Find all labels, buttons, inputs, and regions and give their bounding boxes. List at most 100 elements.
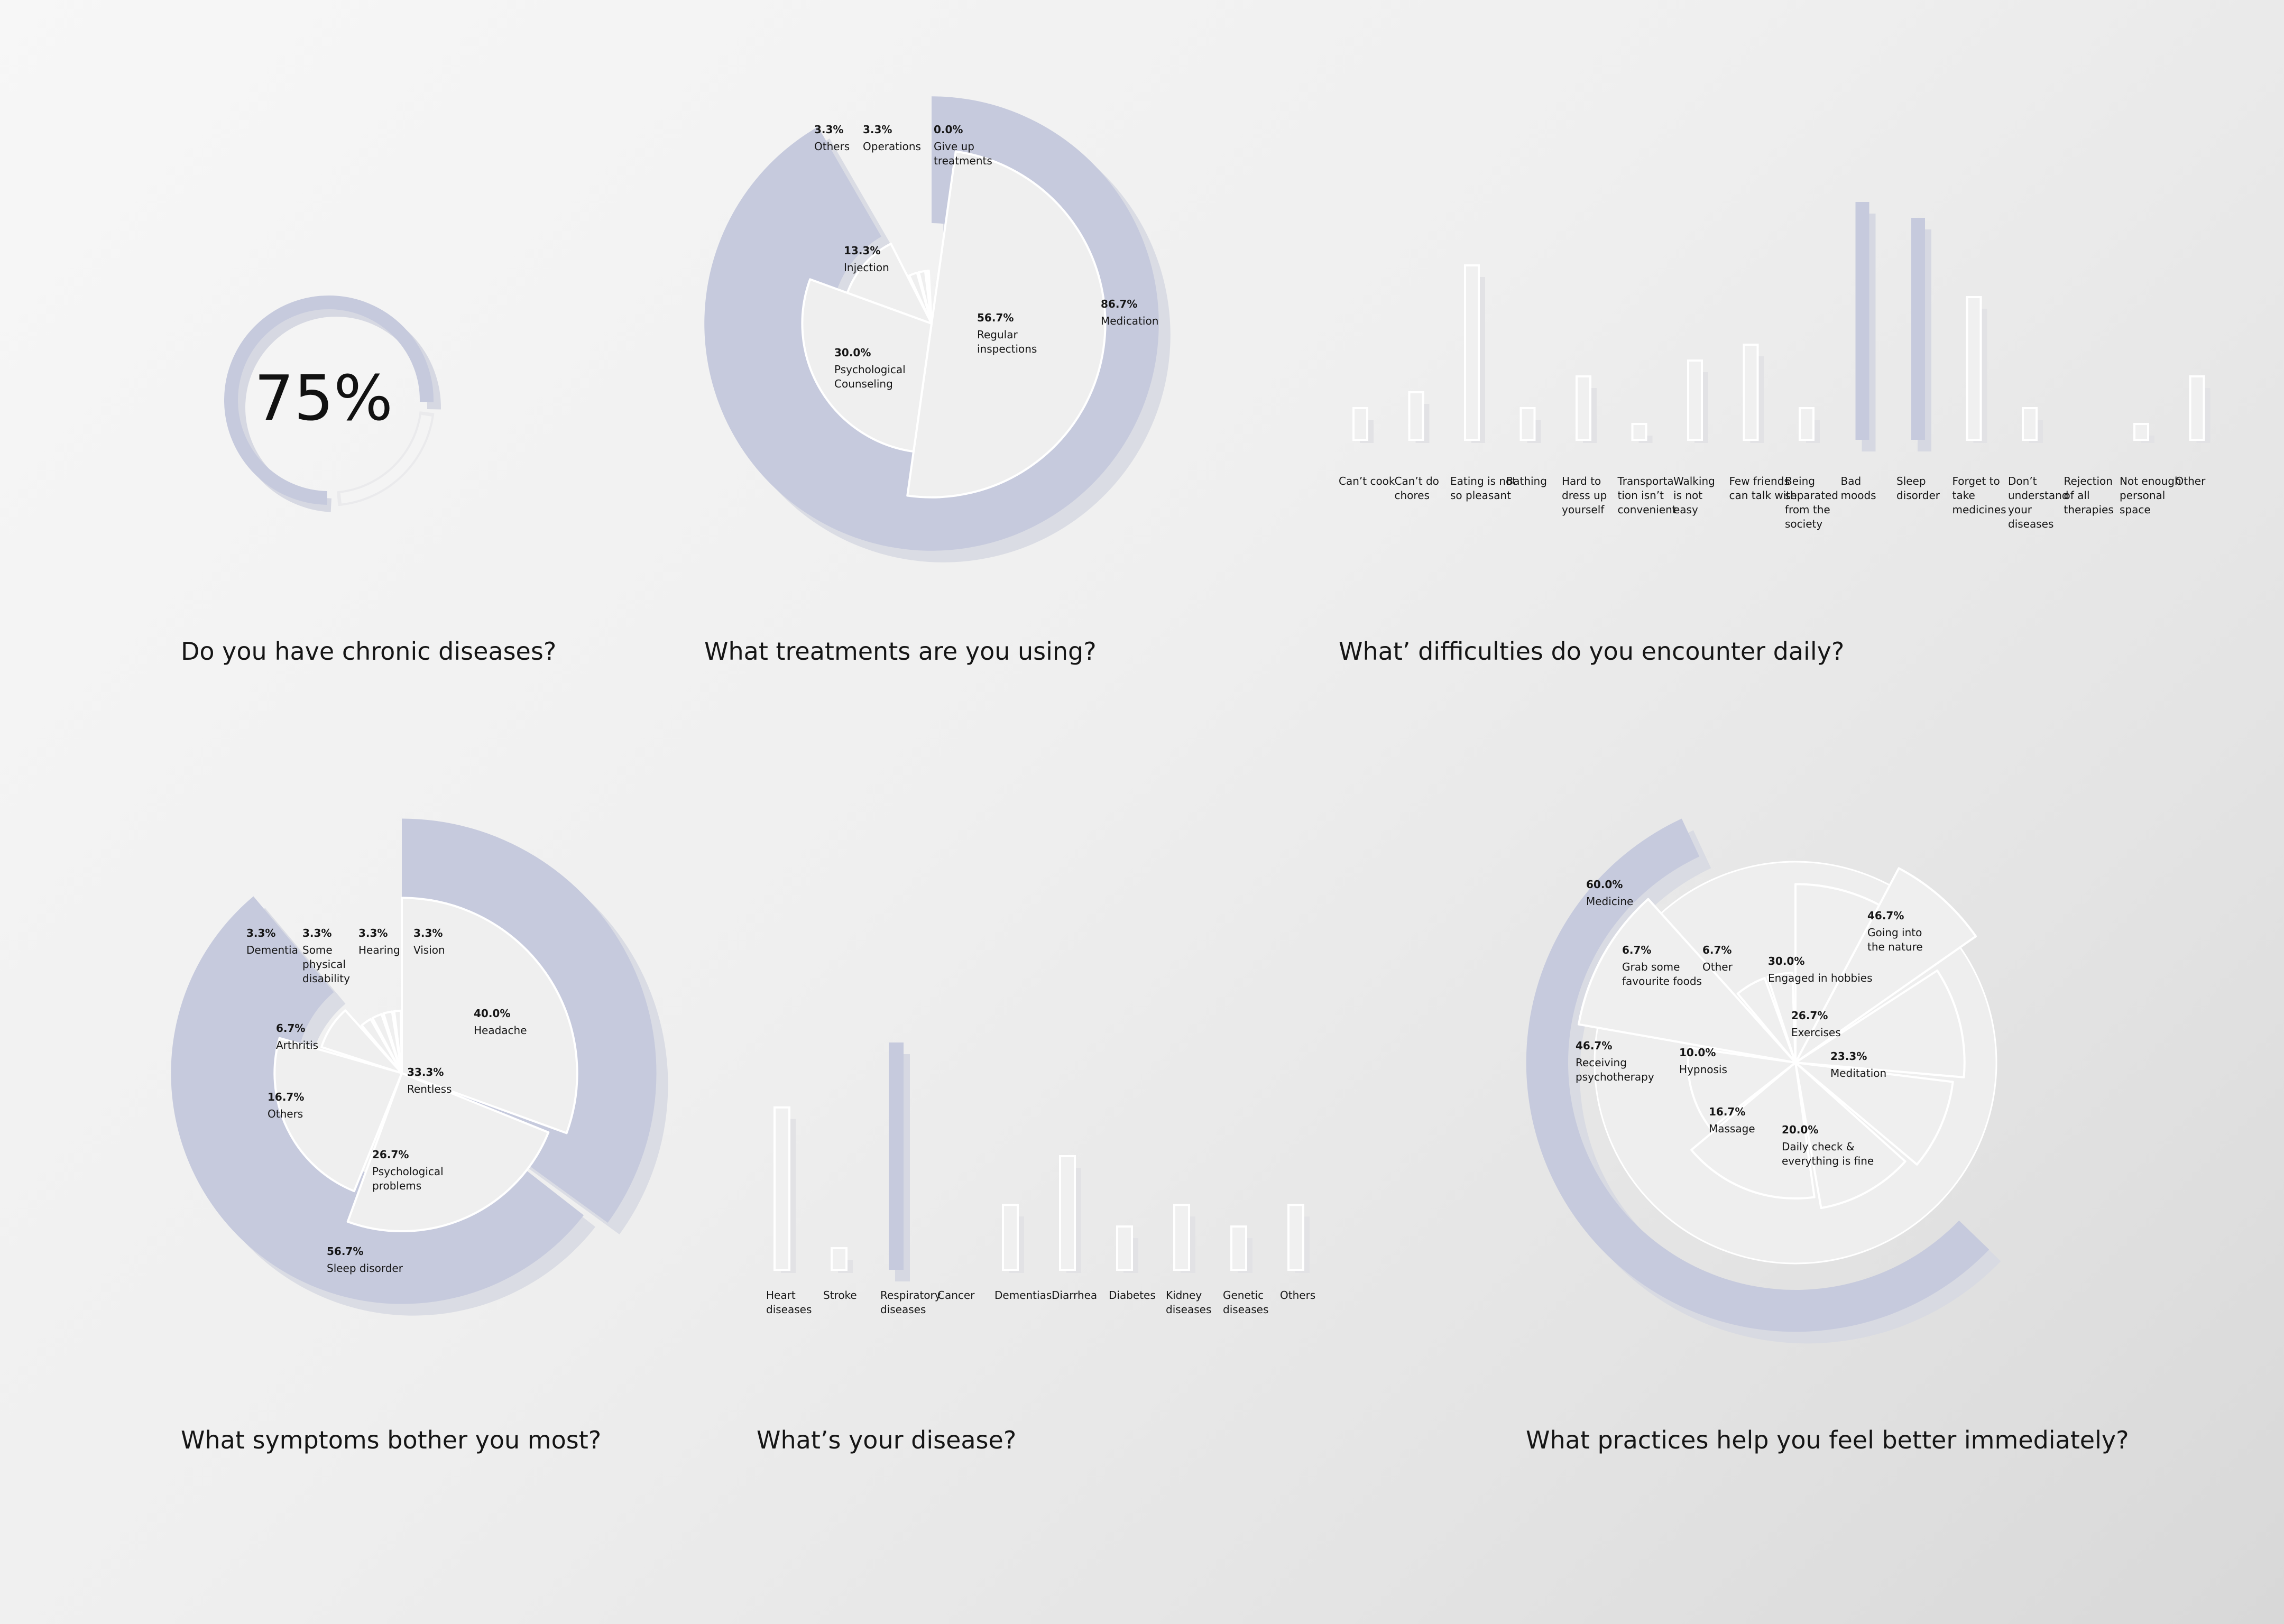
category-label-hard-to-dress-up-yourself: Hard to dress up yourself [1562, 475, 1607, 516]
wedge-psychological-problems [346, 1072, 550, 1233]
label-others: 3.3% Others [814, 123, 850, 153]
bar-few-friends-can-talk-with [1743, 344, 1759, 441]
bar-can-t-do-chores [1408, 391, 1424, 441]
category-label-others: Others [1280, 1289, 1315, 1302]
wedge-vision [393, 1009, 403, 1074]
bar-others [1287, 1204, 1304, 1271]
label-massage: 16.7% Massage [1709, 1105, 1755, 1135]
label-daily-check-everything-is-fine: 20.0% Daily check & everything is fine [1782, 1123, 1874, 1167]
category-label-can-t-do-chores: Can’t do chores [1395, 475, 1439, 502]
category-label-bathing: Bathing [1506, 475, 1547, 487]
bar-being-separated-from-the-society [1799, 407, 1815, 441]
label-headache: 40.0% Headache [474, 1007, 527, 1037]
symptoms-radial-chart: 56.7% Sleep disorder 40.0% Headache 33.3% Ren… [171, 818, 668, 1316]
label-receiving-psychotherapy: 46.7% Receiving psychotherapy [1576, 1039, 1654, 1083]
wedge-operations [917, 270, 933, 325]
bar-stroke [831, 1247, 848, 1271]
symptoms-panel: 56.7% Sleep disorder 40.0% Headache 33.3% Ren… [0, 0, 793, 1480]
label-going-into-the-nature: 46.7% Going into the nature [1867, 909, 1923, 953]
center-percentage: 75% [254, 362, 393, 435]
category-label-other: Other [2176, 475, 2206, 487]
wedge-some-physical-disability [371, 1013, 403, 1074]
wedge-arthritis [320, 1009, 403, 1074]
label-regular-inspections: 56.7% Regular inspections [977, 311, 1037, 355]
practices-panel: 60.0% Medicine 46.7% Receiving psychotherapy… [1526, 818, 2129, 1454]
wedge-hypnosis [1687, 1046, 1797, 1130]
category-label-sleep-disorder: Sleep disorder [1896, 475, 1940, 502]
bar-walking-is-not-easy [1687, 359, 1703, 441]
category-label-few-friends-can-talk-with: Few friends can talk with [1729, 475, 1797, 502]
bar-genetic-diseases [1230, 1225, 1247, 1271]
category-label-respiratory-diseases: Respiratory diseases [880, 1289, 941, 1316]
bar-bad-moods [1855, 202, 1869, 440]
label-hearing: 3.3% Hearing [358, 927, 400, 956]
label-medication: 86.7% Medication [1101, 298, 1158, 327]
label-engaged-in-hobbies: 30.0% Engaged in hobbies [1768, 955, 1873, 984]
treatments-question: What treatments are you using? [704, 637, 1097, 666]
wedge-receiving-psychotherapy [1577, 898, 1797, 1064]
category-label-diabetes: Diabetes [1109, 1289, 1156, 1302]
chronic-panel: 75% Do you have chronic diseases? [0, 0, 687, 740]
wedge-others [908, 271, 933, 325]
wedge-give-up-treatments [926, 270, 933, 325]
label-exercises: 26.7% Exercises [1791, 1009, 1841, 1039]
chronic-ring-chart: 75% [224, 296, 441, 512]
wedge-exercises [1794, 969, 1966, 1078]
category-label-kidney-diseases: Kidney diseases [1166, 1289, 1211, 1316]
label-medicine: 60.0% Medicine [1586, 878, 1633, 908]
category-label-diarrhea: Diarrhea [1052, 1289, 1097, 1302]
label-dementia: 3.3% Dementia [246, 927, 298, 956]
disease-question: What’s your disease? [757, 1426, 1017, 1454]
bar-transporta-tion-isn-t-convenient [1631, 423, 1647, 441]
label-others: 16.7% Others [268, 1091, 304, 1120]
label-other: 6.7% Other [1702, 944, 1733, 973]
label-psychological-problems: 26.7% Psychological problems [372, 1148, 444, 1192]
disease-panel: Heart diseases Stroke Respiratory diseases Ca… [757, 1042, 1315, 1454]
wedge-engaged-in-hobbies [1794, 883, 1881, 1064]
label-some-physical-disability: 3.3% Some physical disability [302, 927, 350, 985]
ring-value-arc [224, 296, 434, 505]
wedge-grab-some-favourite-foods [1736, 977, 1797, 1064]
wedge-other [1766, 971, 1797, 1064]
category-label-being-separated-from-the-society: Being separated from the society [1785, 475, 1838, 530]
wedge-hearing [382, 1010, 403, 1074]
category-label-not-enough-personal-space: Not enough personal space [2120, 475, 2181, 516]
practices-radial-chart: 60.0% Medicine 46.7% Receiving psychotherapy… [1526, 818, 2001, 1344]
bar-diabetes [1116, 1225, 1133, 1271]
label-rentless: 33.3% Rentless [407, 1066, 452, 1095]
band-medicine [1526, 818, 1990, 1332]
wedge-dementia [361, 1018, 403, 1074]
bar-not-enough-personal-space [2133, 423, 2149, 441]
bar-forget-to-take-medicines [1966, 296, 1982, 441]
category-label-transporta-tion-isn-t-convenient: Transporta tion isn’t convenient [1617, 475, 1677, 516]
label-injection: 13.3% Injection [844, 244, 889, 274]
difficulties-question: What’ difficulties do you encounter dail… [1339, 637, 1845, 666]
wedge-rentless [401, 897, 578, 1134]
bar-kidney-diseases [1173, 1204, 1190, 1271]
label-grab-some-favourite-foods: 6.7% Grab some favourite foods [1622, 944, 1702, 988]
bar-diarrhea [1059, 1155, 1076, 1271]
wedge-psychological-counseling [801, 278, 933, 453]
label-psychological-counseling: 30.0% Psychological Counseling [834, 346, 906, 390]
category-label-dementias: Dementias [994, 1289, 1052, 1302]
category-label-walking-is-not-easy: Walking is not easy [1673, 475, 1715, 516]
label-meditation: 23.3% Meditation [1830, 1050, 1886, 1079]
bar-bathing [1519, 407, 1536, 441]
category-label-heart-diseases: Heart diseases [766, 1289, 812, 1316]
practices-question: What practices help you feel better imme… [1526, 1426, 2129, 1454]
category-label-can-t-cook: Can’t cook [1339, 475, 1395, 487]
difficulties-panel: Can’t cook Can’t do chores Eating is not so … [0, 0, 2284, 740]
bar-dementias [1002, 1204, 1019, 1271]
bar-other [2189, 375, 2205, 441]
bar-respiratory-diseases [889, 1042, 904, 1270]
bar-can-t-cook [1352, 407, 1368, 441]
category-label-rejection-of-all-therapies: Rejection of all therapies [2064, 475, 2114, 516]
disease-bar-chart: Heart diseases Stroke Respiratory diseasesCa… [766, 1042, 1315, 1316]
category-label-genetic-diseases: Genetic diseases [1223, 1289, 1268, 1316]
wedge-going-into-the-nature [1794, 867, 1977, 1064]
wedge-daily-check-everything-is-fine [1794, 1062, 1907, 1210]
category-label-cancer: Cancer [937, 1289, 975, 1302]
bar-sleep-disorder [1911, 218, 1925, 440]
bar-don-t-understand-your-diseases [2022, 407, 2038, 441]
